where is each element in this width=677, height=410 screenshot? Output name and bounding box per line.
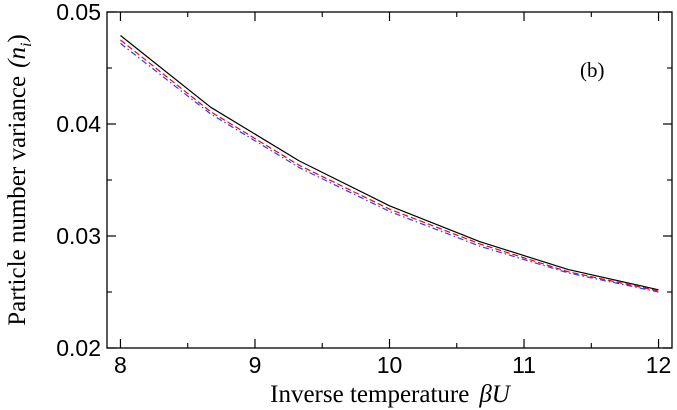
y-tick-label: 0.02 — [56, 335, 101, 361]
x-axis-label: Inverse temperature βU — [270, 381, 512, 408]
y-tick-label: 0.04 — [56, 111, 101, 137]
x-tick-label: 8 — [114, 352, 127, 378]
x-tick-label: 10 — [377, 352, 403, 378]
y-tick-label: 0.05 — [56, 0, 101, 25]
plot-frame — [106, 11, 673, 349]
x-axis-ticks: 8 9 10 11 12 — [114, 12, 671, 378]
series-line-2 — [120, 39, 659, 292]
x-tick-label: 12 — [646, 352, 672, 378]
y-axis-label: Particle number variance(ni) — [4, 34, 35, 326]
panel-label: (b) — [580, 58, 605, 82]
series-line-1 — [120, 35, 659, 291]
x-tick-label: 9 — [249, 352, 262, 378]
x-tick-label: 11 — [512, 352, 536, 378]
y-tick-label: 0.03 — [56, 223, 101, 249]
series-layer — [120, 35, 659, 293]
y-axis-ticks: 0.02 0.03 0.04 0.05 — [56, 0, 672, 361]
